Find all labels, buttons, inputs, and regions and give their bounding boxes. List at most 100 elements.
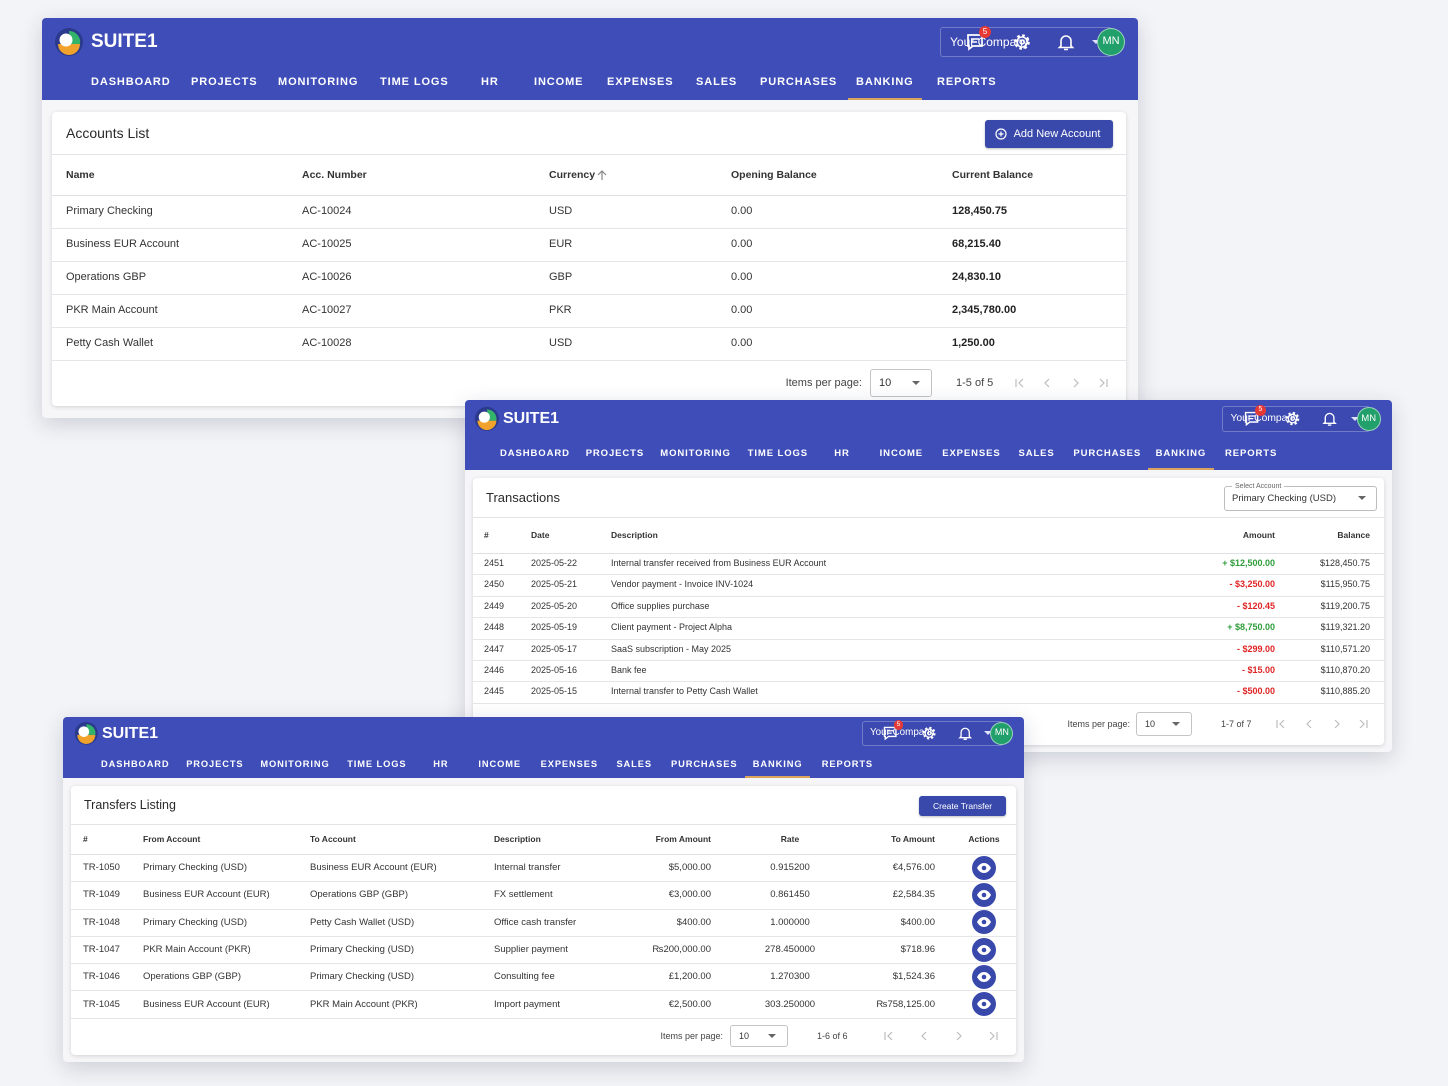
avatar[interactable]: MN <box>1356 406 1381 432</box>
previous-page[interactable] <box>918 1030 930 1042</box>
nav-item[interactable]: INCOME <box>478 759 522 769</box>
nav-item[interactable]: PROJECTS <box>191 76 258 88</box>
table-cell: 1.000000 <box>770 916 810 928</box>
view-button[interactable] <box>972 855 996 880</box>
settings-icon[interactable] <box>1012 32 1032 52</box>
primary-button[interactable]: Create Transfer <box>919 795 1006 816</box>
bell-icon[interactable] <box>1321 410 1338 427</box>
table-header: # From Account To Account Description From A… <box>71 825 1016 855</box>
nav-item[interactable]: PURCHASES <box>1073 448 1142 459</box>
nav-item[interactable]: PURCHASES <box>760 76 838 88</box>
table-cell: Internal transfer to Petty Cash Wallet <box>611 686 758 697</box>
eye-pupil <box>981 1001 987 1007</box>
view-button[interactable] <box>972 882 996 907</box>
nav-item[interactable]: EXPENSES <box>607 76 674 88</box>
arrow-shape <box>884 1031 893 1041</box>
nav-item[interactable]: REPORTS <box>937 76 997 88</box>
nav-item[interactable]: REPORTS <box>1225 448 1278 459</box>
nav-item[interactable]: BANKING <box>1147 438 1215 470</box>
nav-item[interactable]: PURCHASES <box>670 759 738 769</box>
nav-item[interactable]: HR <box>481 76 499 88</box>
table-cell: Primary Checking <box>66 205 153 217</box>
nav-item[interactable]: PROJECTS <box>585 448 645 459</box>
view-button[interactable] <box>972 992 996 1017</box>
column-header[interactable]: Currency <box>549 169 596 181</box>
table-cell: 2025-05-20 <box>531 600 578 611</box>
next-page[interactable] <box>1331 718 1343 730</box>
account-select[interactable]: Select Account Primary Checking (USD) <box>1224 481 1377 511</box>
nav-item[interactable]: HR <box>433 759 449 769</box>
first-page[interactable] <box>882 1030 894 1042</box>
table-cell: 2025-05-22 <box>531 558 578 568</box>
table-cell: Primary Checking (USD) <box>143 916 247 928</box>
chat-lines <box>1248 415 1256 420</box>
nav-item[interactable]: MONITORING <box>278 76 359 88</box>
table-cell: - $120.45 <box>1236 600 1275 611</box>
dropdown-caret <box>911 380 921 386</box>
nav-item[interactable]: INCOME <box>879 448 924 459</box>
nav-item[interactable]: EXPENSES <box>540 759 598 769</box>
table-cell: Bank fee <box>611 665 647 675</box>
bell-svg <box>1322 413 1338 427</box>
nav-item[interactable]: BANKING <box>848 65 922 100</box>
table-row: 2451 2025-05-22 Internal transfer received… <box>473 553 1384 576</box>
page-size-select[interactable]: 10 <box>870 369 932 397</box>
avatar[interactable]: MN <box>1097 27 1125 56</box>
table-cell: ₨758,125.00 <box>876 998 935 1010</box>
table-cell: AC-10024 <box>302 205 352 217</box>
nav-item[interactable]: DASHBOARD <box>91 76 171 88</box>
table-cell: $128,450.75 <box>1319 558 1370 568</box>
last-page[interactable] <box>988 1030 1000 1042</box>
view-button[interactable] <box>972 937 996 962</box>
avatar[interactable]: MN <box>990 722 1014 745</box>
nav-item[interactable]: MONITORING <box>260 759 330 769</box>
bell-icon[interactable] <box>1056 32 1076 52</box>
nav-item[interactable]: HR <box>834 448 850 459</box>
nav-item[interactable]: EXPENSES <box>942 448 1001 459</box>
nav-item[interactable]: SALES <box>616 759 652 769</box>
nav-item[interactable]: SALES <box>1018 448 1055 459</box>
logo <box>54 27 84 57</box>
nav-item[interactable]: TIME LOGS <box>747 448 809 459</box>
nav-item[interactable]: TIME LOGS <box>380 76 449 88</box>
company-select[interactable]: Your Company <box>1221 406 1370 432</box>
nav-item[interactable]: BANKING <box>744 750 811 778</box>
last-page[interactable] <box>1098 377 1110 389</box>
nav-item[interactable]: REPORTS <box>821 759 874 769</box>
previous-page[interactable] <box>1041 377 1053 389</box>
nav-item[interactable]: TIME LOGS <box>347 759 407 769</box>
messages-icon[interactable]: 5 <box>965 25 991 52</box>
table-cell: TR-1050 <box>83 862 120 873</box>
bell-svg <box>958 727 972 741</box>
next-page[interactable] <box>953 1030 965 1042</box>
gear-teeth <box>922 727 936 740</box>
page-size-select[interactable]: 10 <box>730 1025 788 1048</box>
column-header: # <box>83 834 88 844</box>
view-button[interactable] <box>972 964 996 989</box>
nav-item[interactable]: MONITORING <box>660 448 731 459</box>
settings-icon[interactable] <box>1284 410 1301 427</box>
nav-item[interactable]: INCOME <box>534 76 584 88</box>
first-page[interactable] <box>1274 718 1286 730</box>
nav-item[interactable]: PROJECTS <box>186 759 244 769</box>
caret-shape <box>1358 496 1366 500</box>
column-header: Current Balance <box>952 169 1034 181</box>
first-page[interactable] <box>1013 377 1025 389</box>
nav-item[interactable]: SALES <box>696 76 738 88</box>
view-button[interactable] <box>972 910 996 935</box>
primary-button[interactable]: Add New Account <box>985 119 1113 148</box>
button-label: Create Transfer <box>932 800 993 811</box>
bell-body <box>1057 34 1075 48</box>
nav-item[interactable]: DASHBOARD <box>101 759 170 769</box>
eye-pupil <box>981 919 987 925</box>
messages-icon[interactable]: 5 <box>1243 405 1266 427</box>
nav-item[interactable]: DASHBOARD <box>500 448 570 459</box>
previous-page[interactable] <box>1303 718 1315 730</box>
page-size-select[interactable]: 10 <box>1136 711 1192 736</box>
table-cell: £1,200.00 <box>668 971 711 983</box>
settings-icon[interactable] <box>921 725 937 741</box>
last-page[interactable] <box>1358 718 1370 730</box>
bell-icon[interactable] <box>957 725 973 741</box>
next-page[interactable] <box>1070 377 1082 389</box>
messages-icon[interactable]: 5 <box>882 720 904 741</box>
